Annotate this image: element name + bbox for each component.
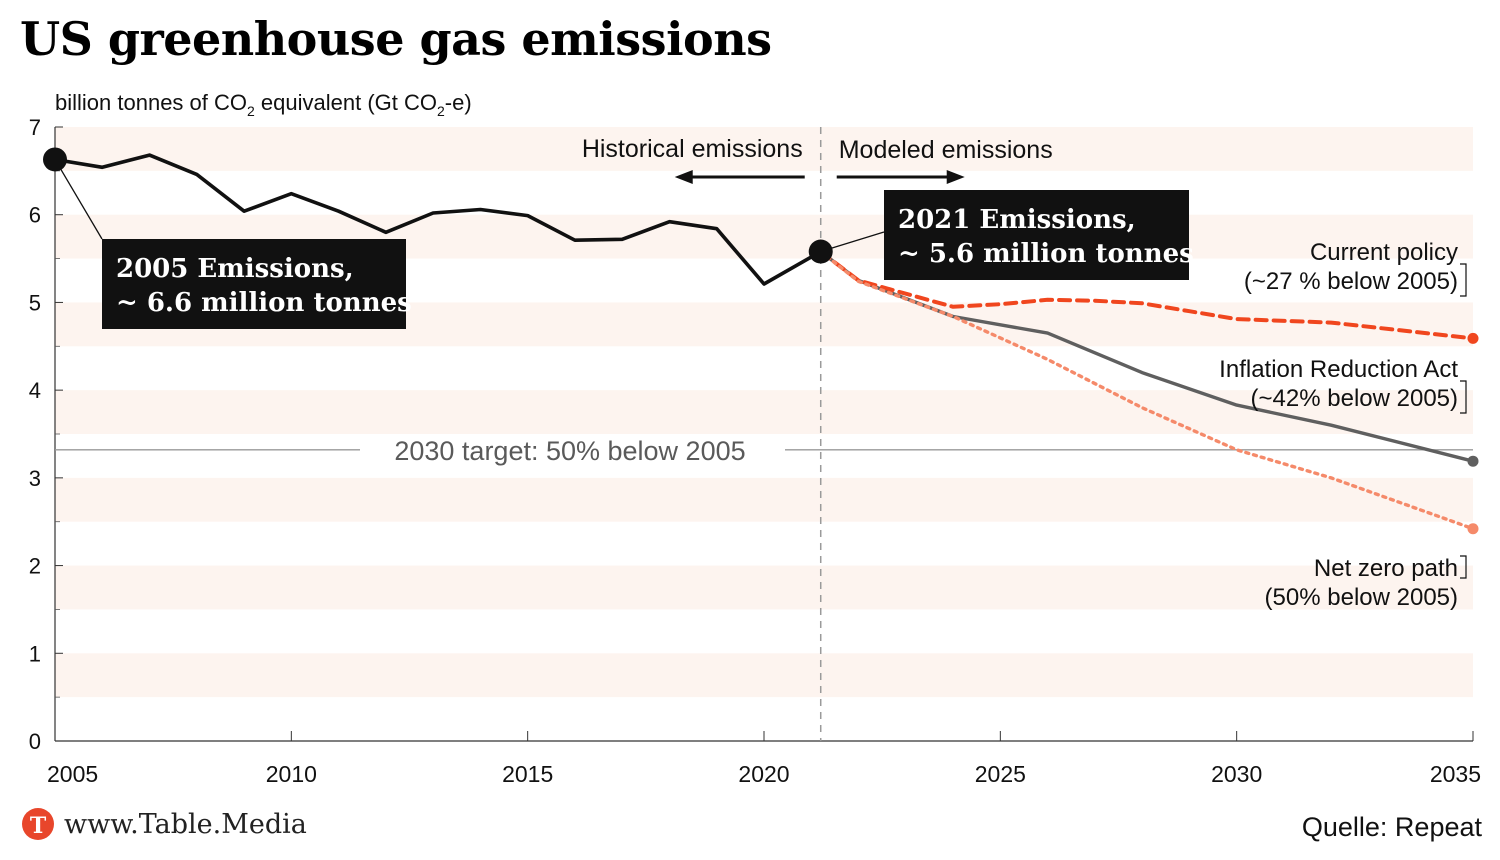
series-label-detail: (50% below 2005) xyxy=(1265,584,1458,611)
series-label-detail: (~27 % below 2005) xyxy=(1244,268,1458,295)
grid-band xyxy=(55,653,1473,698)
series-label: Inflation Reduction Act xyxy=(1219,356,1458,383)
chart-title: US greenhouse gas emissions xyxy=(20,12,772,66)
series-label: Current policy xyxy=(1310,239,1458,266)
series-lines xyxy=(53,153,1479,535)
target-label: 2030 target: 50% below 2005 xyxy=(394,436,745,466)
y-tick-label: 0 xyxy=(29,729,41,754)
axes: 0 1 2 3 4 5 6 7 2005 2010 2015 2020 2025 2030 2035 xyxy=(29,115,1481,787)
grid-band xyxy=(55,390,1473,434)
series-line-historical xyxy=(53,153,823,286)
annotations: Historical emissions Modeled emissions 203… xyxy=(55,127,1473,741)
x-tick-label: 2010 xyxy=(266,761,317,787)
series-end-point xyxy=(1467,332,1479,344)
emissions-chart: 0 1 2 3 4 5 6 7 2005 2010 2015 2020 2025 2030 2035 His… xyxy=(29,90,1481,787)
y-axis-units: billion tonnes of CO2 equivalent (Gt CO2… xyxy=(55,90,472,119)
x-tick-label: 2005 xyxy=(47,761,98,787)
x-tick-label: 2015 xyxy=(502,761,553,787)
x-tick-label: 2030 xyxy=(1211,761,1262,787)
x-tick-label: 2020 xyxy=(738,761,789,787)
arrow-right-icon xyxy=(946,170,965,184)
callout-value: ~ 5.6 million tonnes xyxy=(898,239,1194,269)
callout-leader xyxy=(54,159,103,240)
series-label-bracket xyxy=(1460,263,1467,297)
y-tick-label: 2 xyxy=(29,554,41,579)
y-tick-label: 6 xyxy=(29,203,41,228)
arrow-left-icon xyxy=(674,170,693,184)
grid-band xyxy=(55,565,1473,610)
series-label-bracket xyxy=(1460,380,1467,414)
y-tick-label: 5 xyxy=(29,290,41,315)
callout-point xyxy=(43,147,67,172)
y-tick-label: 1 xyxy=(29,641,41,666)
grid-band xyxy=(55,127,1473,171)
y-tick-label: 7 xyxy=(29,115,41,140)
series-end-point xyxy=(1467,455,1479,467)
modeled-label: Modeled emissions xyxy=(839,136,1053,164)
callout-value: ~ 6.6 million tonnes xyxy=(116,288,412,318)
callout-point xyxy=(808,239,833,264)
series-line-net-zero xyxy=(819,249,1475,531)
grid-bands xyxy=(55,127,1473,698)
brand[interactable]: T www.Table.Media xyxy=(22,808,307,840)
series-end-point xyxy=(1467,523,1479,535)
table-media-logo-icon: T xyxy=(22,808,54,840)
brand-url[interactable]: www.Table.Media xyxy=(64,808,307,840)
series-label-bracket xyxy=(1460,555,1467,579)
callouts: Current policy(~27 % below 2005) Inflatio… xyxy=(43,147,1467,611)
brand-letter: T xyxy=(30,813,47,839)
callout-title: 2021 Emissions, xyxy=(898,205,1136,235)
y-tick-label: 4 xyxy=(29,378,41,403)
grid-band xyxy=(55,477,1473,522)
series-label-detail: (~42% below 2005) xyxy=(1251,385,1458,412)
series-line-current-policy xyxy=(818,249,1475,341)
y-tick-label: 3 xyxy=(29,466,41,491)
source-credit: Quelle: Repeat xyxy=(1301,812,1482,842)
callout-title: 2005 Emissions, xyxy=(116,254,354,284)
callout-box xyxy=(102,239,406,329)
x-tick-label: 2035 xyxy=(1430,761,1481,787)
callout-box xyxy=(884,190,1189,280)
series-label: Net zero path xyxy=(1314,555,1458,582)
historical-label: Historical emissions xyxy=(582,135,803,163)
x-tick-label: 2025 xyxy=(975,761,1026,787)
